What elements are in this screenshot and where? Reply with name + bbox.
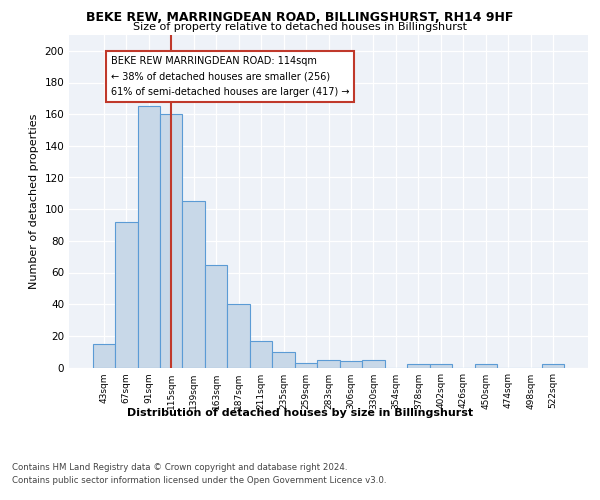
Bar — [317, 360, 340, 368]
Text: Contains public sector information licensed under the Open Government Licence v3: Contains public sector information licen… — [12, 476, 386, 485]
Bar — [272, 352, 295, 368]
Bar — [92, 344, 115, 368]
Bar — [362, 360, 385, 368]
Bar — [205, 264, 227, 368]
Bar — [115, 222, 137, 368]
Bar — [227, 304, 250, 368]
Text: Size of property relative to detached houses in Billingshurst: Size of property relative to detached ho… — [133, 22, 467, 32]
Bar — [407, 364, 430, 368]
Text: BEKE REW MARRINGDEAN ROAD: 114sqm
← 38% of detached houses are smaller (256)
61%: BEKE REW MARRINGDEAN ROAD: 114sqm ← 38% … — [110, 56, 349, 97]
Text: BEKE REW, MARRINGDEAN ROAD, BILLINGSHURST, RH14 9HF: BEKE REW, MARRINGDEAN ROAD, BILLINGSHURS… — [86, 11, 514, 24]
Bar — [475, 364, 497, 368]
Bar — [250, 340, 272, 367]
Bar — [137, 106, 160, 368]
Bar — [182, 201, 205, 368]
Y-axis label: Number of detached properties: Number of detached properties — [29, 114, 39, 289]
Bar — [295, 363, 317, 368]
Bar — [542, 364, 565, 368]
Text: Distribution of detached houses by size in Billingshurst: Distribution of detached houses by size … — [127, 408, 473, 418]
Bar — [160, 114, 182, 368]
Text: Contains HM Land Registry data © Crown copyright and database right 2024.: Contains HM Land Registry data © Crown c… — [12, 462, 347, 471]
Bar — [340, 361, 362, 368]
Bar — [430, 364, 452, 368]
